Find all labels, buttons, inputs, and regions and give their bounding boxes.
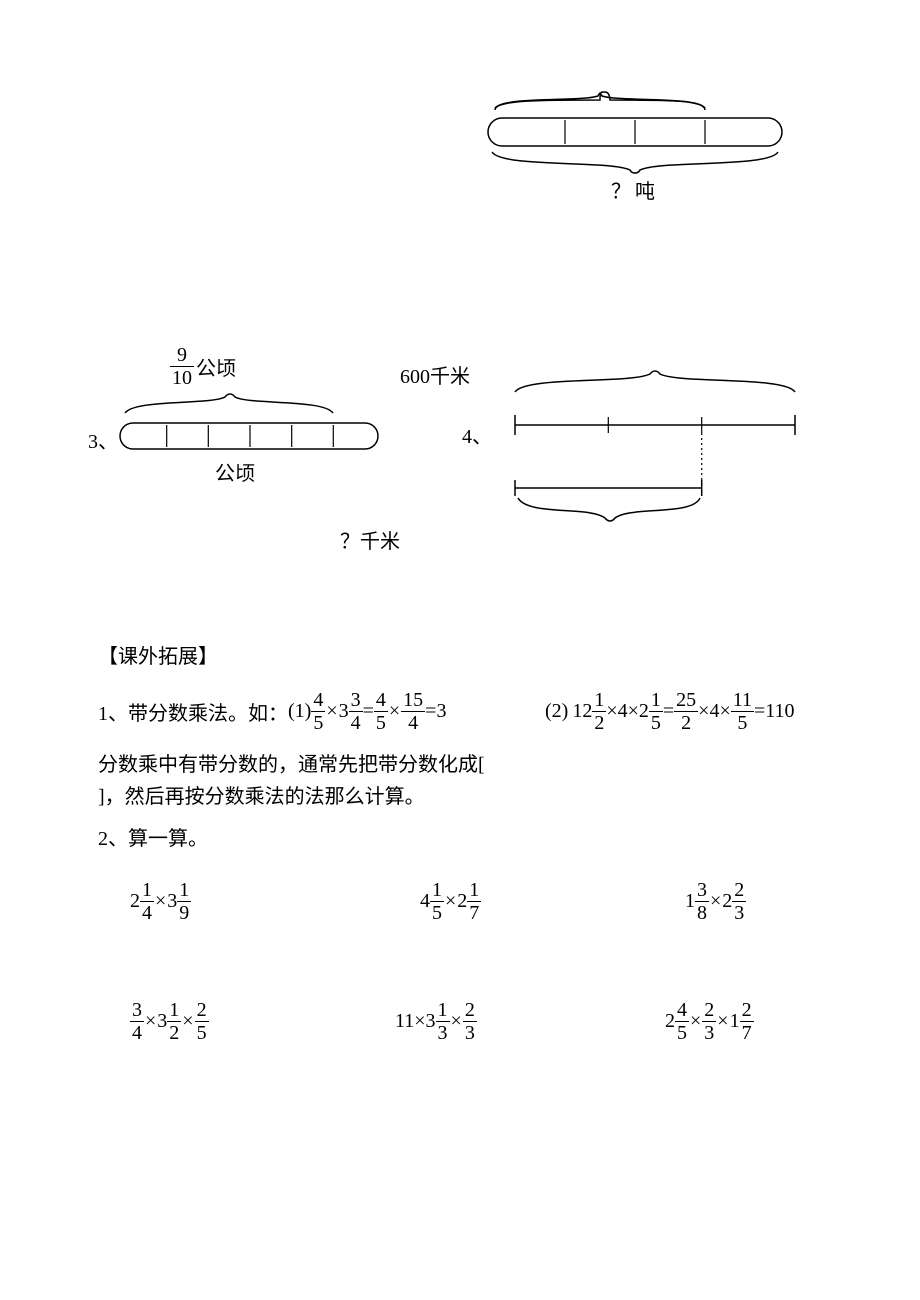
diagram-top: ？吨 xyxy=(480,90,790,200)
item1-ex1-frac2: 4 5 xyxy=(374,690,388,733)
item1-line: 1、带分数乘法。如： (1) 4 5 × 3 3 4 = 4 5 × 15 4 … xyxy=(98,690,446,733)
diagram-right-top-label: 600千米 xyxy=(400,360,470,389)
item1-ex1-mixed: 3 3 4 xyxy=(339,690,363,733)
diagram-left-number: 3、 xyxy=(88,425,118,454)
item1-ex1-frac1: 4 5 xyxy=(311,690,325,733)
item1-ex2: (2) 12 1 2 ×4× 2 1 5 = 25 2 ×4× 11 5 =11… xyxy=(545,690,795,733)
item1-ex2-frac2: 11 5 xyxy=(731,690,754,733)
section-title: 【课外拓展】 xyxy=(98,640,218,669)
item1-ex2-result: =110 xyxy=(754,700,795,723)
item1-ex2-label: (2) xyxy=(545,700,568,723)
diagram-right-number: 4、 xyxy=(462,420,492,449)
item1-ex1-label: (1) xyxy=(288,700,311,723)
diagram-left-top-label: 9 10 公顷 xyxy=(170,345,236,388)
item1-ex2-mixed2: 2 1 5 xyxy=(639,690,663,733)
item1-prefix: 1、带分数乘法。如： xyxy=(98,697,288,726)
equals-op: = xyxy=(363,700,374,723)
equals-op: = xyxy=(663,700,674,723)
diagram-right-question: ？千米 xyxy=(340,525,400,554)
item2-label: 2、算一算。 xyxy=(98,822,208,851)
item1-ex1-result: =3 xyxy=(425,700,446,723)
item1-ex2-mid1: ×4× xyxy=(606,700,639,723)
problem-r2-p2: 11× 313 × 23 xyxy=(395,1000,477,1043)
problem-r1-p3: 138 × 223 xyxy=(685,880,746,923)
problem-r2-p3: 245 × 23 × 127 xyxy=(665,1000,754,1043)
diagram-left-bottom-label: 公顷 xyxy=(215,457,255,486)
item1-ex2-frac1: 25 2 xyxy=(674,690,698,733)
item1-ex1-frac3: 15 4 xyxy=(401,690,425,733)
fraction-9-10: 9 10 xyxy=(170,345,194,388)
diagram-top-label: ？吨 xyxy=(480,175,790,204)
item1-ex2-mid2: ×4× xyxy=(698,700,731,723)
diagram-right: 600千米 4、 ？千米 xyxy=(470,350,830,550)
problem-r2-p1: 34 × 312 × 25 xyxy=(130,1000,209,1043)
explain-line2: ]，然后再按分数乘法的法那么计算。 xyxy=(98,780,425,814)
diagram-left: 9 10 公顷 3、 公顷 xyxy=(100,345,400,515)
problem-r1-p2: 415 × 217 xyxy=(420,880,481,923)
diagram-right-svg xyxy=(510,370,810,530)
unit-hectare: 公顷 xyxy=(196,352,236,381)
times-op: × xyxy=(388,700,401,723)
diagram-left-svg xyxy=(120,393,390,503)
times-op: × xyxy=(325,700,338,723)
problem-r1-p1: 214 × 319 xyxy=(130,880,191,923)
explain-line1: 分数乘中有带分数的，通常先把带分数化成[ xyxy=(98,748,485,782)
item1-ex2-mixed1: 12 1 2 xyxy=(572,690,606,733)
